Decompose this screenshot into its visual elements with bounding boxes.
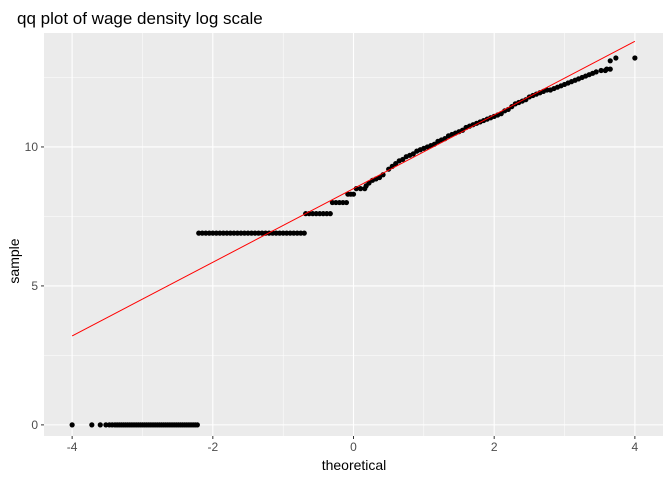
data-point xyxy=(604,66,610,72)
y-tick-label: 0 xyxy=(31,418,38,432)
plot-panel xyxy=(44,33,663,436)
data-point xyxy=(393,161,399,167)
x-tick-label: 0 xyxy=(350,440,357,454)
data-point xyxy=(410,151,416,157)
x-tick-label: -4 xyxy=(67,440,78,454)
data-point xyxy=(89,422,95,428)
x-axis-title: theoretical xyxy=(322,457,387,473)
data-point xyxy=(194,422,200,428)
data-point xyxy=(327,211,333,217)
x-tick-label: 2 xyxy=(491,440,498,454)
data-point xyxy=(350,191,357,197)
data-point xyxy=(613,55,619,61)
x-axis: -4 -2 0 2 4 xyxy=(67,436,639,454)
data-point xyxy=(301,230,307,236)
data-point xyxy=(400,156,406,163)
data-point xyxy=(97,422,103,428)
y-axis: 0 5 10 xyxy=(25,140,44,432)
data-point xyxy=(607,58,613,64)
x-tick-label: 4 xyxy=(632,440,639,454)
data-point xyxy=(459,127,466,133)
reference-line xyxy=(71,40,636,337)
y-tick-label: 5 xyxy=(31,279,38,293)
data-point xyxy=(343,199,350,206)
y-axis-title: sample xyxy=(6,238,22,283)
data-point xyxy=(357,186,364,192)
data-point xyxy=(69,422,75,428)
chart-title: qq plot of wage density log scale xyxy=(17,9,263,28)
data-point xyxy=(593,69,599,75)
x-tick-label: -2 xyxy=(207,440,218,454)
grid-major xyxy=(44,33,663,436)
data-point xyxy=(598,67,604,74)
data-point xyxy=(523,97,529,103)
y-tick-label: 10 xyxy=(25,140,39,154)
data-point xyxy=(632,55,638,61)
